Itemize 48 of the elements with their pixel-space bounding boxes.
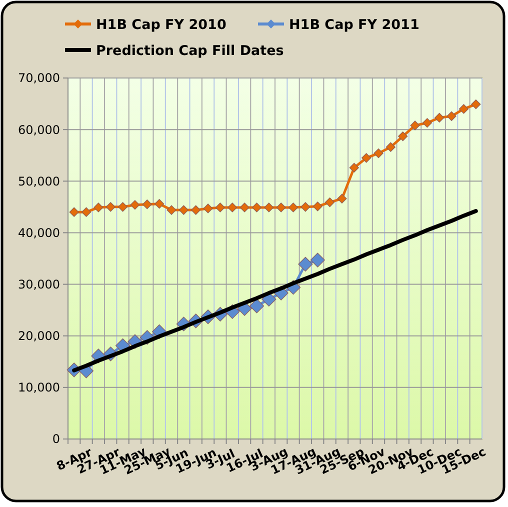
point [118, 202, 128, 212]
point [166, 205, 176, 215]
point [252, 202, 262, 212]
point [130, 200, 140, 210]
point [362, 153, 372, 163]
point [203, 204, 213, 214]
point [324, 197, 335, 208]
point [312, 202, 322, 212]
point [191, 205, 201, 215]
point [142, 200, 152, 210]
point [298, 256, 313, 272]
y-tick-label: 70,000 [18, 71, 60, 86]
point [410, 120, 420, 130]
y-tick-label: 10,000 [18, 380, 60, 395]
legend-label: Prediction Cap Fill Dates [96, 43, 284, 59]
point [300, 202, 310, 212]
point [178, 205, 188, 215]
legend-label: H1B Cap FY 2011 [289, 17, 420, 33]
y-tick-label: 50,000 [18, 174, 60, 188]
point [349, 162, 359, 173]
y-tick-label: 0 [52, 432, 60, 446]
point [276, 202, 286, 212]
y-tick-label: 60,000 [18, 122, 60, 137]
legend-label: H1B Cap FY 2010 [96, 17, 226, 33]
point [94, 202, 104, 212]
point [228, 202, 238, 212]
point [422, 118, 432, 128]
point [69, 207, 79, 217]
point [337, 194, 347, 204]
y-tick-label: 20,000 [18, 329, 60, 344]
point [154, 199, 164, 209]
point [264, 202, 274, 212]
point [215, 202, 226, 212]
point [249, 298, 264, 314]
point [106, 202, 116, 212]
point [398, 131, 408, 142]
point [471, 100, 481, 110]
point [310, 252, 325, 268]
point [374, 148, 384, 158]
point [240, 202, 250, 212]
point [434, 112, 444, 123]
point [288, 202, 298, 212]
point [458, 104, 469, 114]
y-tick-label: 30,000 [18, 277, 60, 292]
point [81, 207, 92, 217]
y-tick-label: 40,000 [18, 226, 60, 240]
point [386, 142, 396, 152]
point [446, 111, 456, 121]
